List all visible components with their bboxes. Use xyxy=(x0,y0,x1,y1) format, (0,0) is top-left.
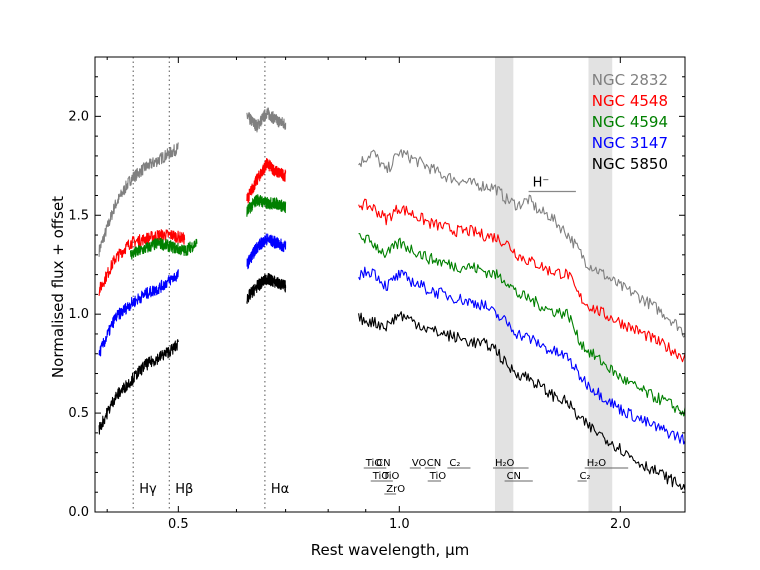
series-ngc-3147 xyxy=(98,233,686,445)
series-segment xyxy=(358,149,686,338)
y-tick-label: 2.0 xyxy=(68,109,89,124)
telluric-bands xyxy=(494,57,613,512)
series-segment xyxy=(98,142,179,257)
series-segment xyxy=(98,339,179,435)
series-segment xyxy=(358,233,686,417)
molecular-band-label: CN xyxy=(427,458,441,469)
series-segment xyxy=(129,237,198,260)
series-segment xyxy=(246,158,287,204)
y-tick-label: 0.0 xyxy=(68,505,89,520)
line-label-alpha: Hα xyxy=(271,482,289,497)
series-segment xyxy=(98,269,179,357)
x-tick-label: 1.0 xyxy=(389,517,410,532)
molecular-band-label: CN xyxy=(507,471,521,482)
legend-entry: NGC 2832 xyxy=(592,71,668,89)
line-label-gamma: Hγ xyxy=(139,482,157,497)
legend-entry: NGC 3147 xyxy=(592,134,668,152)
annotations: H⁻ xyxy=(528,176,576,193)
molecular-band-label: TiO xyxy=(382,471,400,482)
axes: 0.0 0.5 1.0 1.5 2.0 0.5 1.0 2.0 xyxy=(68,56,686,532)
series-segment xyxy=(246,272,287,304)
series-segment xyxy=(246,194,287,217)
legend-entry: NGC 4548 xyxy=(592,92,668,110)
molecular-band-label: C₂ xyxy=(449,458,460,469)
y-axis-label: Normalised flux + offset xyxy=(49,196,67,378)
y-tick-label: 1.5 xyxy=(68,208,89,223)
y-tick-label: 0.5 xyxy=(68,406,89,421)
molecular-band-label: H₂O xyxy=(587,458,607,469)
series-ngc-2832 xyxy=(98,107,686,338)
series-segment xyxy=(246,233,287,270)
molecular-band-label: H₂O xyxy=(495,458,515,469)
series-segment xyxy=(358,198,686,363)
telluric-band xyxy=(588,57,613,512)
series-ngc-5850 xyxy=(98,272,686,491)
molecular-band-label: TiO xyxy=(372,471,390,482)
molecular-band-label: C₂ xyxy=(580,471,591,482)
line-label-beta: Hβ xyxy=(175,482,193,497)
x-axis-label: Rest wavelength, μm xyxy=(311,541,470,559)
molecular-band-label: VO xyxy=(412,458,427,469)
h-minus-label: H⁻ xyxy=(533,176,550,191)
molecular-band-label: TiO xyxy=(429,471,447,482)
molecular-band-label: ZrO xyxy=(386,484,405,495)
legend: NGC 2832 NGC 4548 NGC 4594 NGC 3147 NGC 5850 xyxy=(592,71,668,173)
series-segment xyxy=(358,311,686,491)
series-segment xyxy=(246,107,287,133)
plot-frame xyxy=(94,56,686,513)
line-markers: Hγ Hβ Hα xyxy=(132,57,289,512)
x-tick-label: 2.0 xyxy=(610,517,631,532)
spectra-series xyxy=(98,107,686,491)
molecular-band-label: CN xyxy=(376,458,390,469)
x-tick-label: 0.5 xyxy=(168,517,189,532)
series-ngc-4594 xyxy=(129,194,686,417)
molecular-band-label: TiO xyxy=(365,458,383,469)
series-segment xyxy=(358,266,686,445)
legend-entry: NGC 4594 xyxy=(592,113,668,131)
y-tick-label: 1.0 xyxy=(68,307,89,322)
legend-entry: NGC 5850 xyxy=(592,155,668,173)
series-ngc-4548 xyxy=(98,158,686,363)
telluric-band xyxy=(494,57,514,512)
series-segment xyxy=(98,229,186,296)
